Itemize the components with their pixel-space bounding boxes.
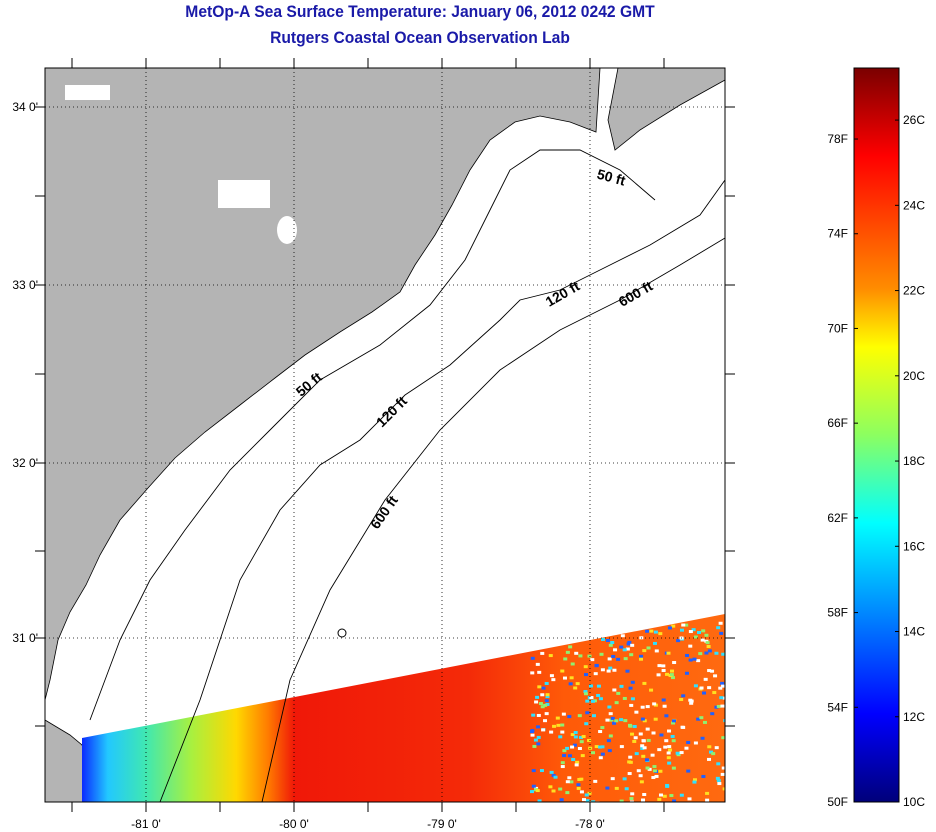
lake xyxy=(65,85,110,100)
lon-label: -79 0' xyxy=(427,817,457,831)
lat-label: 31 0' xyxy=(12,631,38,645)
colorbar-c-label: 12C xyxy=(903,710,925,724)
colorbar-c-label: 16C xyxy=(903,539,925,553)
colorbar-c-label: 24C xyxy=(903,198,925,212)
colorbar-c-label: 20C xyxy=(903,369,925,383)
lon-label: -78 0' xyxy=(575,817,605,831)
axis-ticks xyxy=(35,58,735,812)
colorbar-f-label: 74F xyxy=(827,227,848,241)
colorbar-f-label: 54F xyxy=(827,700,848,714)
lat-label: 34 0' xyxy=(12,100,38,114)
contour-120ft xyxy=(159,179,725,802)
lat-label: 32 0' xyxy=(12,456,38,470)
colorbar-f-label: 50F xyxy=(827,795,848,809)
graticule xyxy=(45,68,725,802)
contour-600ft-seamount xyxy=(337,628,347,638)
map-frame xyxy=(44,67,726,803)
colorbar-f-label: 62F xyxy=(827,511,848,525)
lat-label: 33 0' xyxy=(12,278,38,292)
contour-label-50ft: 50 ft xyxy=(595,166,627,189)
sst-speckle-field xyxy=(530,621,725,802)
colorbar-c-label: 10C xyxy=(903,795,925,809)
colorbar-f-label: 78F xyxy=(827,132,848,146)
colorbar-c-label: 18C xyxy=(903,454,925,468)
lake xyxy=(277,216,297,244)
lon-label: -81 0' xyxy=(131,817,161,831)
colorbar-c-label: 26C xyxy=(903,113,925,127)
colorbar-c-label: 14C xyxy=(903,625,925,639)
land-mass-outer-banks xyxy=(607,68,725,151)
colorbar-c-label: 22C xyxy=(903,284,925,298)
map-subtitle: Rutgers Coastal Ocean Observation Lab xyxy=(270,28,570,47)
contour-50ft xyxy=(89,149,656,721)
land-mass xyxy=(45,68,601,701)
lon-label: -80 0' xyxy=(279,817,309,831)
contour-600ft xyxy=(261,237,725,802)
colorbar xyxy=(853,67,900,803)
lake xyxy=(218,180,270,208)
colorbar-f-label: 66F xyxy=(827,416,848,430)
colorbar-f-label: 70F xyxy=(827,321,848,335)
map-title: MetOp-A Sea Surface Temperature: January… xyxy=(185,2,655,21)
colorbar-labels: 78F 74F 70F 66F 62F 58F 54F 50F 26C 24C 22C 20C 18C 1… xyxy=(827,113,925,809)
colorbar-f-label: 58F xyxy=(827,606,848,620)
